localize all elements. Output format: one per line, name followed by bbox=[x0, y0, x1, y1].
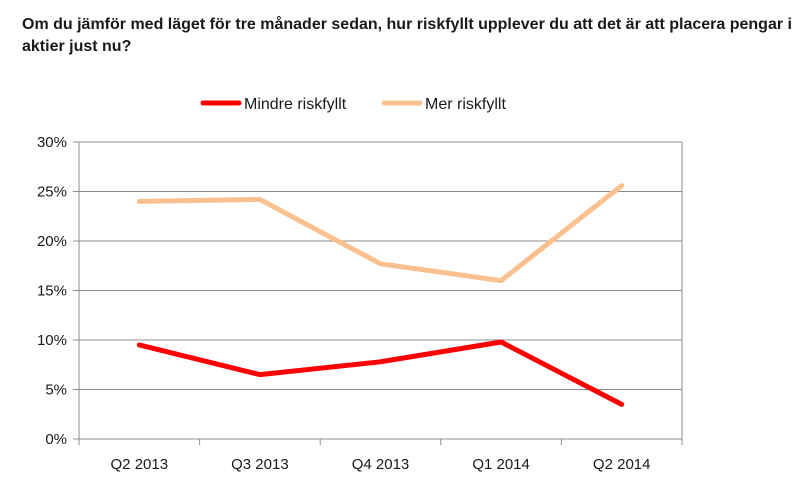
series-line-1 bbox=[136, 183, 625, 284]
y-tick-label: 30% bbox=[37, 134, 67, 151]
series-lines bbox=[136, 183, 625, 407]
x-tick-label: Q2 2014 bbox=[593, 456, 651, 473]
y-tick-label: 15% bbox=[37, 283, 67, 300]
x-tick-label: Q2 2013 bbox=[111, 456, 169, 473]
y-tick-label: 25% bbox=[37, 184, 67, 201]
legend: Mindre riskfyllt Mer riskfyllt bbox=[200, 96, 506, 113]
series-line-0 bbox=[136, 339, 625, 407]
x-tick-label: Q1 2014 bbox=[472, 456, 530, 473]
y-tick-label: 10% bbox=[37, 332, 67, 349]
grid-lines bbox=[79, 141, 682, 440]
y-tick-label: 20% bbox=[37, 233, 67, 250]
x-tick-label: Q3 2013 bbox=[231, 456, 289, 473]
x-axis-ticks: Q2 2013 Q3 2013 Q4 2013 Q1 2014 Q2 2014 bbox=[111, 456, 651, 473]
y-tick-label: 5% bbox=[45, 382, 67, 399]
x-tick-label: Q4 2013 bbox=[352, 456, 410, 473]
legend-label-0: Mindre riskfyllt bbox=[244, 96, 347, 113]
y-axis-ticks: 0% 5% 10% 15% 20% 25% 30% bbox=[37, 134, 67, 448]
y-tick-label: 0% bbox=[45, 431, 67, 448]
axes bbox=[73, 141, 683, 445]
chart-title: Om du jämför med läget för tre månader s… bbox=[22, 16, 792, 55]
legend-label-1: Mer riskfyllt bbox=[425, 96, 506, 113]
